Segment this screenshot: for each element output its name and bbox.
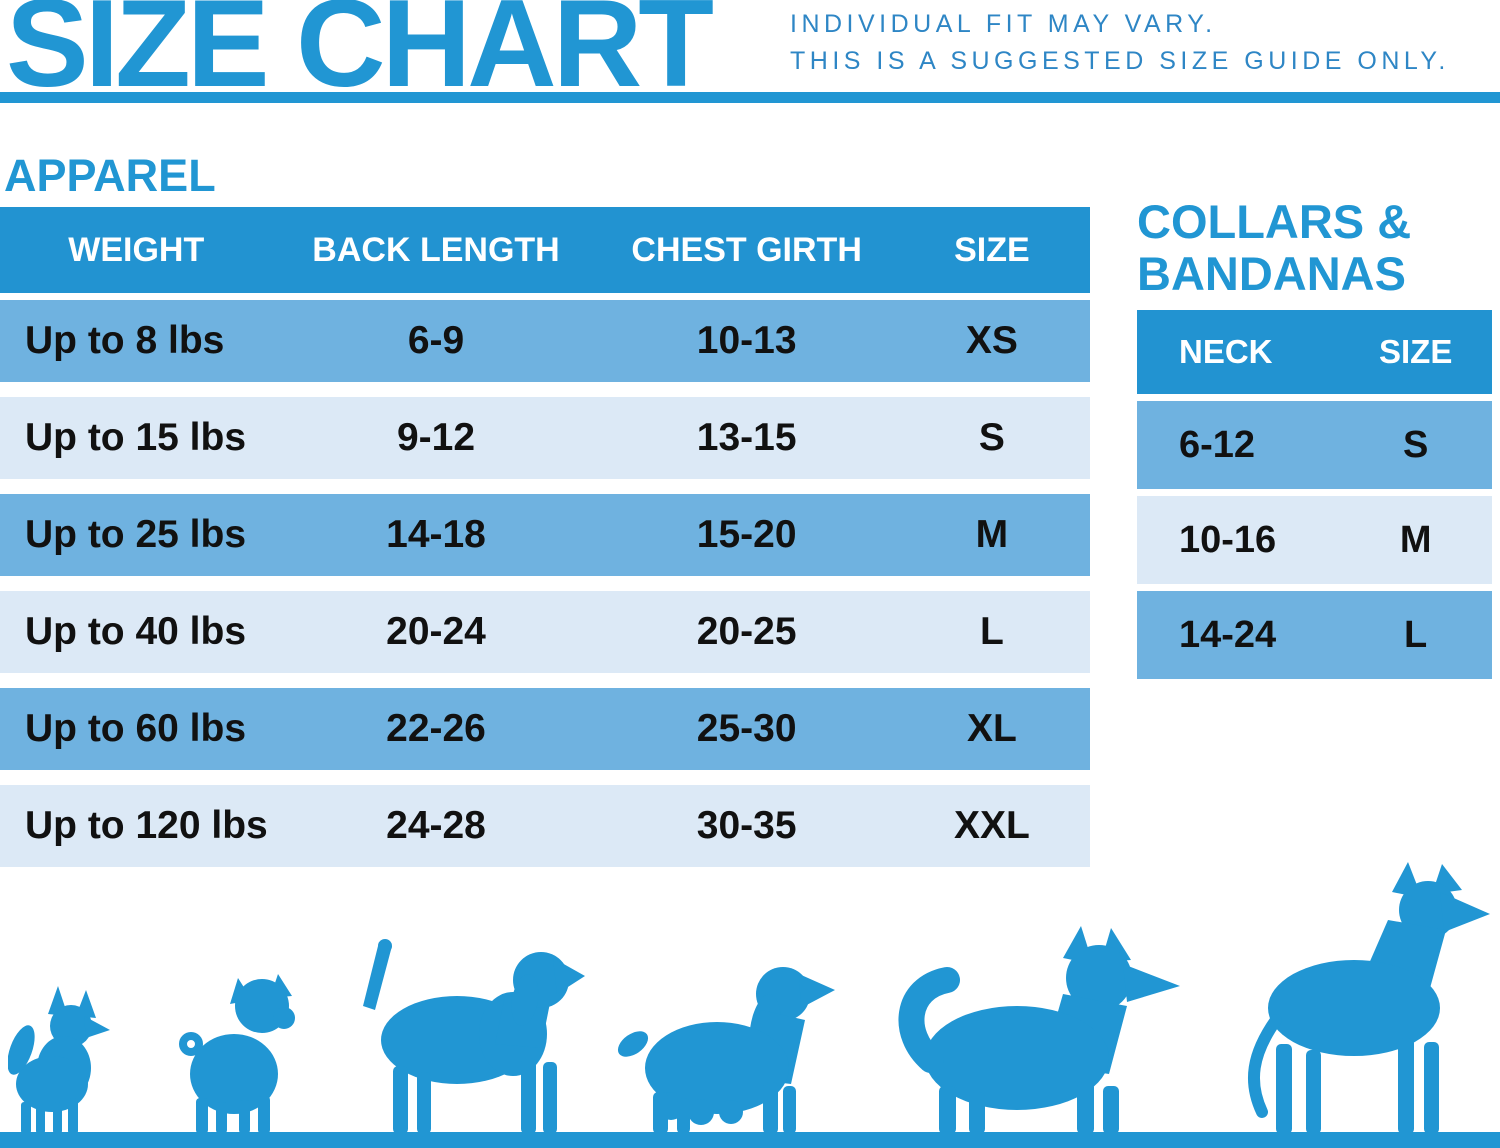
table-row-xs: Up to 8 lbs 6-9 10-13 XS	[0, 300, 1090, 382]
table-row-l: Up to 40 lbs 20-24 20-25 L	[0, 591, 1090, 673]
cell-back-length: 20-24	[386, 610, 486, 653]
table-row-xxl: Up to 120 lbs 24-28 30-35 XXL	[0, 785, 1090, 867]
great-dane-silhouette-icon	[1247, 862, 1490, 1134]
collar-row-m: 10-16 M	[1137, 496, 1492, 584]
column-header-size: SIZE	[954, 230, 1030, 269]
collar-row-s: 6-12 S	[1137, 401, 1492, 489]
disclaimer-line-1: INDIVIDUAL FIT MAY VARY.	[790, 10, 1217, 38]
cell-neck: 14-24	[1179, 613, 1277, 656]
cell-size: L	[1404, 613, 1428, 656]
cell-size: XL	[966, 707, 1017, 750]
collars-heading-line-1: COLLARS &	[1137, 195, 1412, 248]
collar-row-l: 14-24 L	[1137, 591, 1492, 679]
cell-back-length: 14-18	[386, 513, 486, 556]
cell-chest-girth: 13-15	[696, 416, 797, 459]
cell-weight: Up to 8 lbs	[25, 319, 225, 362]
cell-weight: Up to 120 lbs	[25, 804, 268, 847]
apparel-table-header: WEIGHT BACK LENGTH CHEST GIRTH SIZE	[0, 207, 1090, 293]
cell-size: S	[978, 416, 1005, 459]
cell-chest-girth: 25-30	[696, 707, 797, 750]
cell-neck: 10-16	[1179, 518, 1277, 561]
cell-back-length: 22-26	[386, 707, 486, 750]
title-underline	[0, 92, 1500, 103]
collars-table-header: NECK SIZE	[1137, 310, 1492, 394]
cell-weight: Up to 40 lbs	[25, 610, 247, 653]
pug-silhouette-icon	[179, 974, 295, 1134]
collars-table: NECK SIZE 6-12 S 10-16 M 14-24 L	[1137, 310, 1492, 686]
cell-size: M	[1399, 518, 1432, 561]
cell-neck: 6-12	[1179, 423, 1256, 466]
cell-size: S	[1402, 423, 1429, 466]
cell-chest-girth: 20-25	[696, 610, 797, 653]
cell-weight: Up to 25 lbs	[25, 513, 247, 556]
page-title: SIZE CHART	[6, 0, 714, 113]
dog-size-lineup	[0, 848, 1500, 1148]
cell-size: M	[975, 513, 1009, 556]
column-header-neck: NECK	[1179, 333, 1273, 370]
apparel-heading: APPAREL	[4, 150, 216, 201]
cell-weight: Up to 15 lbs	[25, 416, 247, 459]
ground-bar	[0, 1132, 1500, 1148]
cocker-spaniel-silhouette-icon	[617, 967, 835, 1134]
table-row-m: Up to 25 lbs 14-18 15-20 M	[0, 494, 1090, 576]
cell-chest-girth: 15-20	[696, 513, 797, 556]
column-header-size: SIZE	[1378, 333, 1453, 370]
column-header-back-length: BACK LENGTH	[312, 230, 560, 269]
husky-silhouette-icon	[898, 926, 1180, 1134]
cell-size: XXL	[953, 804, 1030, 847]
column-header-chest-girth: CHEST GIRTH	[631, 230, 862, 269]
collars-heading-line-2: BANDANAS	[1137, 246, 1406, 300]
collars-heading: COLLARS & BANDANAS	[1137, 196, 1411, 299]
cell-weight: Up to 60 lbs	[25, 707, 247, 750]
cell-chest-girth: 10-13	[696, 319, 797, 362]
cell-back-length: 24-28	[386, 804, 486, 847]
disclaimer: INDIVIDUAL FIT MAY VARY. THIS IS A SUGGE…	[790, 6, 1450, 80]
cell-size: XS	[965, 319, 1018, 362]
apparel-table: WEIGHT BACK LENGTH CHEST GIRTH SIZE Up t…	[0, 207, 1090, 882]
chihuahua-silhouette-icon	[8, 986, 110, 1134]
column-header-weight: WEIGHT	[68, 230, 205, 269]
beagle-silhouette-icon	[363, 939, 585, 1134]
cell-size: L	[979, 610, 1004, 653]
cell-back-length: 6-9	[407, 319, 465, 362]
disclaimer-line-2: THIS IS A SUGGESTED SIZE GUIDE ONLY.	[790, 47, 1450, 75]
table-row-s: Up to 15 lbs 9-12 13-15 S	[0, 397, 1090, 479]
cell-back-length: 9-12	[396, 416, 476, 459]
cell-chest-girth: 30-35	[696, 804, 797, 847]
table-row-xl: Up to 60 lbs 22-26 25-30 XL	[0, 688, 1090, 770]
